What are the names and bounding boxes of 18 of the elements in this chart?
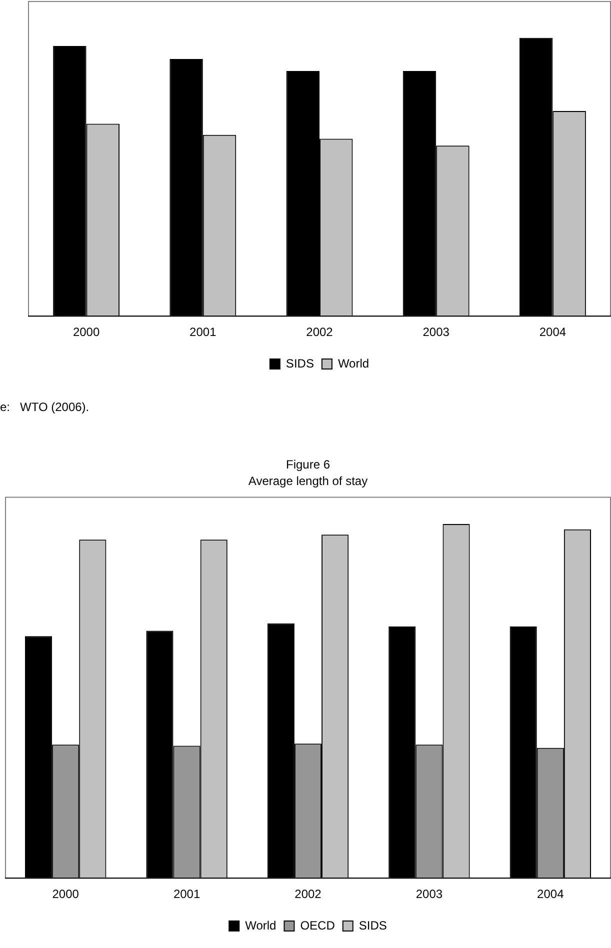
x-tick-label: 2002 <box>306 325 334 340</box>
chart-title: Figure 6 <box>286 458 330 472</box>
x-tick-label: 2000 <box>72 325 100 340</box>
x-tick-label: 2003 <box>422 325 450 340</box>
legend-label: OECD <box>300 918 336 932</box>
text: e: WTO (2006). <box>0 400 90 414</box>
x-tick-label: 2004 <box>539 325 566 340</box>
legend-label: SIDS <box>358 918 387 932</box>
x-tick-label: 2001 <box>190 325 217 340</box>
x-tick-label: 2001 <box>173 887 200 902</box>
x-tick-label: 2002 <box>294 887 322 902</box>
x-tick-label: 2004 <box>537 887 564 902</box>
chart-subtitle: Average length of stay <box>248 474 368 488</box>
x-tick-label: 2003 <box>416 887 443 902</box>
x-tick-label: 2000 <box>52 887 80 902</box>
legend-label: SIDS <box>286 356 314 370</box>
legend-label: World <box>245 918 276 932</box>
legend-label: World <box>338 356 370 370</box>
